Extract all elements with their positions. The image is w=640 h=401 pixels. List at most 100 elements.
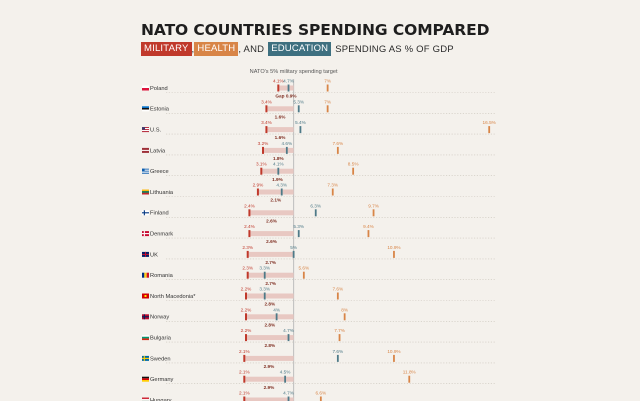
row-6-gap-label: 2.6% xyxy=(266,218,278,223)
row-7-gap-label: 2.6% xyxy=(266,239,278,244)
row-0-flag-icon xyxy=(142,85,149,91)
row-9-gap-bar xyxy=(247,272,294,278)
row-10-education-label: 3.3% xyxy=(259,287,270,292)
row-10-flag-icon xyxy=(142,293,149,299)
row-14-health-mark xyxy=(408,375,411,383)
row-7-education-mark xyxy=(297,230,300,238)
row-14-education-label: 4.5% xyxy=(280,370,291,375)
row-6-gap-bar xyxy=(249,210,294,216)
row-5-country-label: Lithuania xyxy=(150,190,174,196)
row-10-health-mark xyxy=(336,292,339,300)
row-0-gap-bar xyxy=(278,85,294,91)
row-14-military-mark xyxy=(243,375,246,383)
row-9-military-label: 2.3% xyxy=(242,266,253,271)
row-13-military-mark xyxy=(243,354,246,362)
subtitle-education-tag: EDUCATION xyxy=(268,42,332,56)
row-2-flag-icon xyxy=(142,127,149,133)
row-13-gap-label: 2.9% xyxy=(264,364,276,369)
row-12-education-label: 4.7% xyxy=(283,328,294,333)
row-5-health-mark xyxy=(331,188,334,196)
row-14-flag-icon xyxy=(142,376,149,382)
row-1-flag-icon xyxy=(142,106,149,112)
row-3-flag-icon xyxy=(142,147,149,153)
row-5-military-mark xyxy=(256,188,259,196)
row-12-flag-icon xyxy=(142,335,149,341)
row-8-education-label: 5% xyxy=(290,245,297,250)
row-3-education-mark xyxy=(285,146,288,154)
row-8-flag-icon xyxy=(142,251,149,257)
row-5-education-mark xyxy=(280,188,283,196)
row-0-military-label: 4.1% xyxy=(273,79,284,84)
row-4-health-mark xyxy=(352,167,355,175)
row-10-education-mark xyxy=(263,292,266,300)
row-12-education-mark xyxy=(287,334,290,342)
row-1-country-label: Estonia xyxy=(150,107,170,113)
row-6-country-label: Finland xyxy=(150,211,169,217)
row-1-education-mark xyxy=(297,105,300,113)
row-7-military-label: 2.4% xyxy=(244,224,255,229)
row-9-education-mark xyxy=(263,271,266,279)
row-3-military-label: 3.2% xyxy=(258,141,269,146)
row-8-gap-bar xyxy=(247,251,294,257)
subtitle-rest: SPENDING AS % OF GDP xyxy=(335,43,454,55)
row-8-gap-label: 2.7% xyxy=(265,260,277,265)
row-1-military-label: 3.4% xyxy=(261,99,272,104)
row-12-country-label: Bulgaria xyxy=(150,336,172,342)
row-10-gap-bar xyxy=(246,293,294,299)
target-label: NATO's 5% military spending target xyxy=(250,69,338,75)
row-5-health-label: 7.3% xyxy=(327,183,338,188)
row-15-education-mark xyxy=(287,396,290,401)
row-6-education-mark xyxy=(314,209,317,217)
row-15-health-label: 6.6% xyxy=(315,391,326,396)
row-6-flag-icon xyxy=(142,210,149,216)
row-13-military-label: 2.1% xyxy=(239,349,250,354)
row-2-gap-bar xyxy=(266,127,294,133)
row-11-health-label: 8% xyxy=(341,307,348,312)
row-7-education-label: 5.3% xyxy=(293,224,304,229)
row-12-health-mark xyxy=(338,334,341,342)
row-7-gap-bar xyxy=(249,231,294,237)
row-6-health-mark xyxy=(372,209,375,217)
row-14-education-mark xyxy=(284,375,287,383)
row-14-military-label: 2.1% xyxy=(239,370,250,375)
row-11-military-label: 2.2% xyxy=(241,307,252,312)
row-3-health-mark xyxy=(336,146,339,154)
row-13-flag-icon xyxy=(142,355,149,361)
row-11-country-label: Norway xyxy=(150,315,169,321)
row-9-military-mark xyxy=(246,271,249,279)
row-10-military-label: 2.2% xyxy=(241,287,252,292)
row-0-military-mark xyxy=(277,84,280,92)
row-14-health-label: 11.8% xyxy=(403,370,416,375)
row-5-gap-label: 2.1% xyxy=(270,198,282,203)
row-0-education-mark xyxy=(287,84,290,92)
row-1-education-label: 5.3% xyxy=(293,99,304,104)
row-4-military-label: 3.1% xyxy=(256,162,267,167)
row-4-military-mark xyxy=(260,167,263,175)
row-5-military-label: 2.9% xyxy=(253,183,264,188)
row-15-flag-icon xyxy=(142,397,149,401)
row-11-flag-icon xyxy=(142,314,149,320)
row-7-flag-icon xyxy=(142,231,149,237)
row-15-military-mark xyxy=(243,396,246,401)
row-4-flag-icon xyxy=(142,168,149,174)
row-12-gap-bar xyxy=(246,335,294,341)
row-9-health-label: 5.6% xyxy=(298,266,309,271)
row-6-education-label: 6.3% xyxy=(310,203,321,208)
row-3-gap-bar xyxy=(263,147,294,153)
row-4-gap-label: 1.9% xyxy=(272,177,284,182)
row-1-health-label: 7% xyxy=(324,99,331,104)
row-10-health-label: 7.6% xyxy=(332,287,343,292)
row-2-education-label: 5.4% xyxy=(295,120,306,125)
row-14-gap-label: 2.9% xyxy=(264,385,276,390)
row-7-military-mark xyxy=(248,230,251,238)
row-6-military-mark xyxy=(248,209,251,217)
row-3-gap-label: 1.8% xyxy=(273,156,285,161)
row-9-flag-icon xyxy=(142,272,149,278)
subtitle-military-tag: MILITARY xyxy=(141,42,192,56)
row-2-education-mark xyxy=(299,126,302,134)
row-3-military-mark xyxy=(262,146,265,154)
row-8-military-label: 2.3% xyxy=(242,245,253,250)
row-12-military-label: 2.2% xyxy=(241,328,252,333)
row-3-education-label: 4.6% xyxy=(281,141,292,146)
row-4-education-label: 4.1% xyxy=(273,162,284,167)
